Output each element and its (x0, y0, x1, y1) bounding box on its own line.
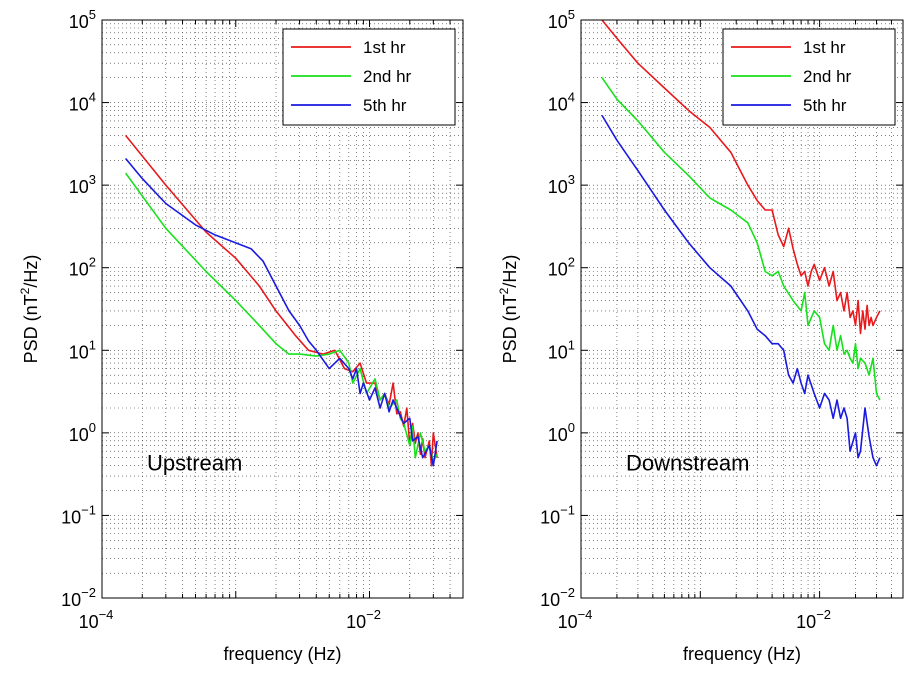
y-tick-label-exponent: −1 (81, 502, 96, 517)
x-tick-label-base: 10 (346, 612, 366, 632)
y-tick-label-exponent: 5 (89, 7, 96, 22)
y-tick-label-base: 10 (548, 177, 568, 197)
series-group (124, 134, 438, 467)
y-tick-label-exponent: −2 (560, 585, 575, 600)
series-group (601, 20, 881, 467)
x-tick-label: 10−2 (796, 607, 831, 632)
legend-box (282, 28, 456, 126)
x-axis-label: frequency (Hz) (683, 644, 801, 664)
axes-frame (580, 19, 904, 599)
y-tick-label-base: 10 (548, 342, 568, 362)
series-line-2 (124, 172, 438, 463)
x-tick-label-base: 10 (796, 612, 816, 632)
legend-label: 5th hr (803, 96, 847, 115)
y-axis-label-base: PSD (nT (500, 294, 520, 363)
y-tick-label-base: 10 (548, 260, 568, 280)
y-tick-label-base: 10 (69, 342, 89, 362)
legend-label: 2nd hr (363, 67, 412, 86)
y-tick-label: 100 (69, 420, 96, 445)
x-tick-label-base: 10 (79, 612, 99, 632)
y-tick-label-base: 10 (540, 507, 560, 527)
y-tick-label: 10−2 (61, 585, 96, 610)
y-tick-label-base: 10 (548, 12, 568, 32)
legend-box (722, 28, 896, 126)
y-tick-label-exponent: 2 (568, 255, 575, 270)
legend-label: 2nd hr (803, 67, 852, 86)
y-tick-label-base: 10 (548, 425, 568, 445)
legend: 1st hr 2nd hr 5th hr (282, 28, 456, 126)
y-axis-label: PSD (nT2/Hz) (18, 255, 41, 364)
y-tick-label: 101 (69, 337, 96, 362)
y-tick-label: 101 (548, 337, 575, 362)
y-tick-label-exponent: 0 (89, 420, 96, 435)
y-tick-label-base: 10 (69, 177, 89, 197)
x-tick-label: 10−4 (558, 607, 593, 632)
x-tick-label: 10−2 (346, 607, 381, 632)
y-tick-label: 102 (548, 255, 575, 280)
x-tick-label: 10−4 (79, 607, 114, 632)
y-axis-label-tail: /Hz) (21, 255, 41, 288)
y-tick-label-exponent: 3 (568, 172, 575, 187)
series-line-2 (601, 77, 881, 401)
series-line-3 (601, 114, 881, 467)
y-tick-label-base: 10 (69, 95, 89, 115)
y-tick-label-exponent: 4 (568, 90, 575, 105)
y-axis-label-tail: /Hz) (500, 255, 520, 288)
x-tick-label-exponent: −4 (578, 607, 593, 622)
y-tick-label-exponent: 4 (89, 90, 96, 105)
y-axis-label-superscript: 2 (497, 287, 511, 294)
y-tick-label: 105 (548, 7, 575, 32)
y-tick-label-exponent: −2 (81, 585, 96, 600)
legend-label: 5th hr (363, 96, 407, 115)
y-tick-label-exponent: 1 (568, 337, 575, 352)
y-tick-label-base: 10 (61, 590, 81, 610)
y-tick-label-base: 10 (69, 260, 89, 280)
axes-frame (101, 19, 464, 599)
y-tick-label: 105 (69, 7, 96, 32)
y-tick-label: 103 (69, 172, 96, 197)
x-tick-label-base: 10 (558, 612, 578, 632)
y-tick-label: 104 (69, 90, 96, 115)
panel-annotation: Downstream (626, 451, 749, 476)
y-tick-label-exponent: −1 (560, 502, 575, 517)
series-line-1 (601, 20, 881, 335)
y-tick-label-exponent: 3 (89, 172, 96, 187)
legend: 1st hr 2nd hr 5th hr (722, 28, 896, 126)
x-axis-label: frequency (Hz) (223, 644, 341, 664)
x-tick-label-exponent: −2 (816, 607, 831, 622)
y-tick-label: 103 (548, 172, 575, 197)
y-tick-label-exponent: 5 (568, 7, 575, 22)
x-tick-label-exponent: −2 (366, 607, 381, 622)
y-tick-label: 100 (548, 420, 575, 445)
y-tick-label: 104 (548, 90, 575, 115)
y-tick-label: 102 (69, 255, 96, 280)
y-axis-label: PSD (nT2/Hz) (497, 255, 520, 364)
y-axis-label-base: PSD (nT (21, 294, 41, 363)
y-tick-label: 10−1 (61, 502, 96, 527)
y-tick-label-exponent: 0 (568, 420, 575, 435)
y-axis-label-superscript: 2 (18, 287, 32, 294)
legend-label: 1st hr (363, 38, 406, 57)
y-tick-label-base: 10 (548, 95, 568, 115)
series-line-3 (124, 157, 438, 467)
y-tick-label-base: 10 (61, 507, 81, 527)
y-tick-label-exponent: 1 (89, 337, 96, 352)
legend-label: 1st hr (803, 38, 846, 57)
y-tick-label: 10−2 (540, 585, 575, 610)
panel-annotation: Upstream (147, 451, 242, 476)
y-tick-label-exponent: 2 (89, 255, 96, 270)
y-tick-label-base: 10 (540, 590, 560, 610)
x-tick-label-exponent: −4 (99, 607, 114, 622)
y-tick-label: 10−1 (540, 502, 575, 527)
y-tick-label-base: 10 (69, 425, 89, 445)
y-tick-label-base: 10 (69, 12, 89, 32)
